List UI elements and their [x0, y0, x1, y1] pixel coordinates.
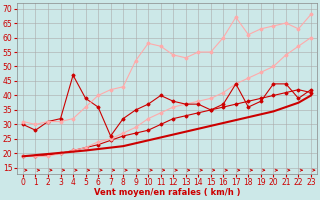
X-axis label: Vent moyen/en rafales ( km/h ): Vent moyen/en rafales ( km/h ): [94, 188, 240, 197]
